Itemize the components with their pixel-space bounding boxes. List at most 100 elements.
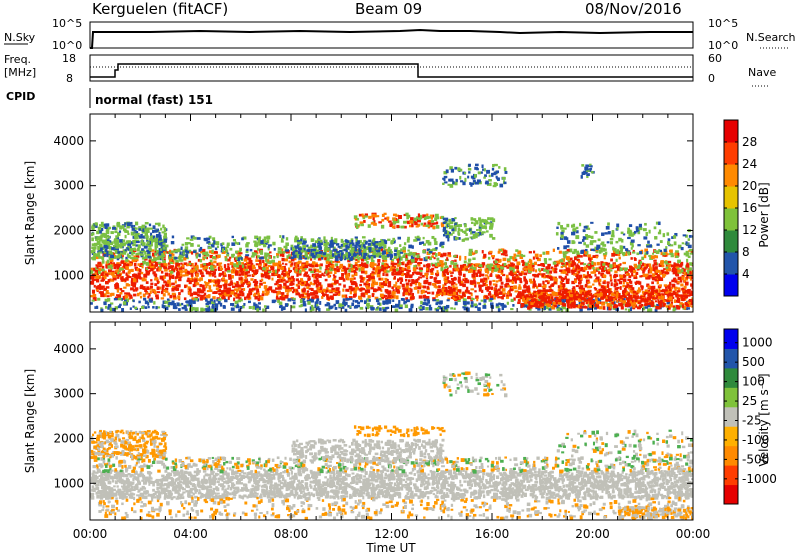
power-cell xyxy=(211,301,215,305)
power-cell xyxy=(358,213,362,217)
power-cell xyxy=(519,253,523,258)
power-cell xyxy=(449,271,454,274)
power-cell xyxy=(153,239,156,243)
power-cell xyxy=(294,267,298,270)
power-cell xyxy=(632,269,637,274)
power-cell xyxy=(489,264,492,268)
power-cell xyxy=(288,287,293,291)
power-cell xyxy=(287,279,291,283)
power-cell xyxy=(319,263,323,267)
power-cell xyxy=(121,290,125,293)
power-cell xyxy=(91,273,95,276)
power-cell xyxy=(301,281,305,285)
power-cell xyxy=(284,272,289,277)
power-cell xyxy=(149,265,154,269)
power-cell xyxy=(340,253,344,257)
power-cell xyxy=(363,219,366,223)
power-cell xyxy=(337,245,341,248)
power-cell xyxy=(672,306,676,311)
power-cell xyxy=(498,166,501,169)
power-cell xyxy=(149,287,152,290)
power-cell xyxy=(686,269,689,274)
power-cell xyxy=(237,299,242,303)
power-cell xyxy=(350,247,355,251)
power-cell xyxy=(642,263,646,266)
power-cell xyxy=(432,225,436,230)
power-cell xyxy=(264,287,267,292)
power-cell xyxy=(218,263,221,268)
power-cell xyxy=(291,247,295,252)
power-cell xyxy=(537,283,542,287)
power-cell xyxy=(240,257,243,260)
power-cell xyxy=(171,292,176,296)
power-cell xyxy=(579,277,583,280)
power-cell xyxy=(385,290,388,294)
power-cell xyxy=(215,241,220,246)
power-cell xyxy=(686,294,691,297)
power-cell xyxy=(210,244,215,248)
power-cell xyxy=(308,263,313,267)
power-cell xyxy=(530,280,534,284)
power-cell xyxy=(237,287,242,290)
power-cell xyxy=(304,266,307,271)
power-cell xyxy=(201,284,205,288)
power-cell xyxy=(423,264,426,268)
power-cell xyxy=(164,287,169,291)
power-cell xyxy=(276,295,279,299)
power-cell xyxy=(155,238,159,243)
power-cell xyxy=(409,224,413,228)
power-cell xyxy=(198,278,202,282)
power-cell xyxy=(91,279,95,282)
power-cell xyxy=(328,271,333,274)
power-cell xyxy=(634,257,637,261)
power-cell xyxy=(411,292,415,297)
power-cell xyxy=(483,299,487,303)
power-cell xyxy=(642,273,647,277)
power-cell xyxy=(382,262,386,265)
power-cell xyxy=(205,308,209,312)
power-cell xyxy=(355,284,358,287)
power-cell xyxy=(399,262,402,265)
power-cell xyxy=(187,242,191,245)
power-cell xyxy=(374,281,379,286)
power-cell xyxy=(108,250,113,255)
power-cell xyxy=(454,259,457,262)
power-cell xyxy=(652,252,655,255)
power-cell xyxy=(408,279,411,282)
power-cell xyxy=(196,265,199,269)
power-cell xyxy=(124,295,128,299)
power-cell xyxy=(266,273,270,277)
power-cell xyxy=(441,223,445,228)
power-cell xyxy=(128,293,131,297)
power-cell xyxy=(553,277,558,282)
power-cell xyxy=(123,262,127,267)
power-cell xyxy=(677,267,680,271)
power-cell xyxy=(679,264,683,268)
power-cell xyxy=(253,272,257,275)
power-cell xyxy=(132,299,135,303)
power-cell xyxy=(560,276,563,281)
power-cell xyxy=(222,293,225,297)
power-cell xyxy=(148,259,152,263)
power-cell xyxy=(592,283,595,286)
power-cell xyxy=(502,292,506,295)
power-cell xyxy=(304,271,308,274)
power-cell xyxy=(564,275,567,280)
power-cell xyxy=(360,258,365,262)
power-cell xyxy=(285,271,289,274)
power-cell xyxy=(678,304,683,308)
power-cell xyxy=(466,307,470,312)
power-cell xyxy=(352,288,357,292)
power-cell xyxy=(359,221,364,225)
power-cell xyxy=(345,245,349,249)
power-cell xyxy=(318,250,323,253)
power-cell xyxy=(575,268,578,271)
power-cell xyxy=(94,223,99,226)
power-cell xyxy=(595,267,599,270)
power-cell xyxy=(386,278,389,282)
power-cell xyxy=(141,277,146,282)
power-cell xyxy=(115,235,118,239)
power-cell xyxy=(150,243,153,247)
power-cell xyxy=(472,257,476,260)
power-cell xyxy=(254,284,258,289)
